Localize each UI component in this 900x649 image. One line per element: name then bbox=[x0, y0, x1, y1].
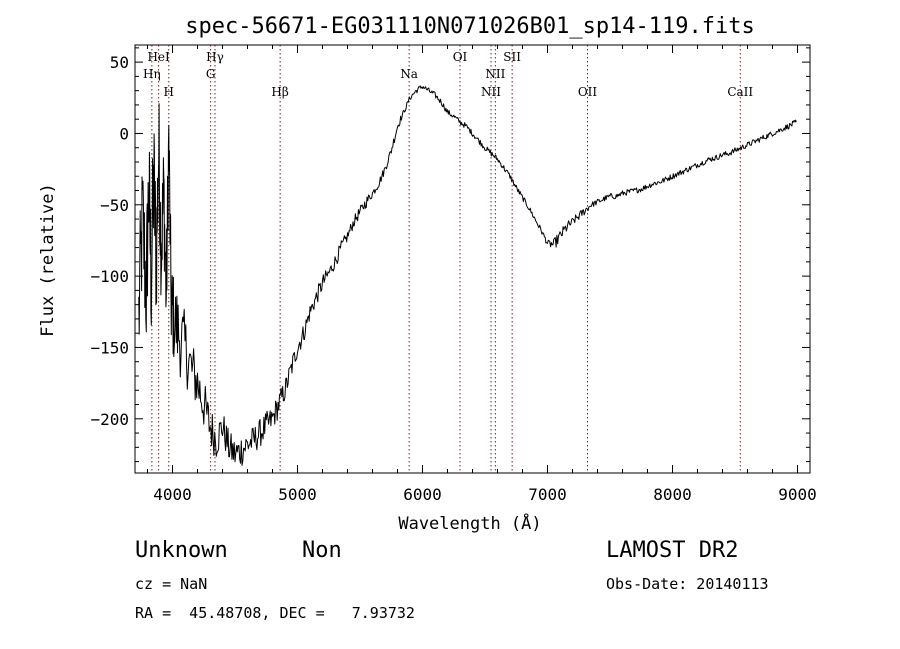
y-tick-label: −100 bbox=[90, 267, 129, 286]
observation-date: Obs-Date: 20140113 bbox=[606, 575, 769, 593]
spectral-line-label: Hγ bbox=[206, 50, 224, 64]
spectral-line-label: Hη bbox=[143, 67, 161, 81]
object-subclass: Non bbox=[302, 538, 342, 563]
spectral-line-label: OII bbox=[578, 85, 598, 99]
spectral-lines-layer: Hη HeI H Hγ G Hβ Na OI NII NII OII SII CaII bbox=[143, 45, 753, 473]
ra-dec-coordinates: RA = 45.48708, DEC = 7.93732 bbox=[135, 604, 415, 622]
y-tick-label: −150 bbox=[90, 338, 129, 357]
spectral-line-label: HeI bbox=[147, 50, 170, 64]
spectral-line-label: Na bbox=[400, 67, 418, 81]
object-class: Unknown bbox=[135, 538, 228, 563]
x-tick-label: 9000 bbox=[778, 485, 817, 504]
x-tick-label: 5000 bbox=[278, 485, 317, 504]
plot-frame bbox=[134, 44, 811, 474]
axis-ticks-layer: 4000 5000 6000 7000 8000 9000 −200 −150 −100 −50 0… bbox=[90, 45, 817, 504]
x-tick-label: 8000 bbox=[653, 485, 692, 504]
y-tick-label: −50 bbox=[100, 196, 129, 215]
y-tick-label: 0 bbox=[119, 124, 129, 143]
spectral-line-label: H bbox=[164, 85, 174, 99]
spectrum-line bbox=[138, 85, 797, 466]
x-tick-label: 6000 bbox=[403, 485, 442, 504]
x-tick-label: 4000 bbox=[153, 485, 192, 504]
y-tick-label: −200 bbox=[90, 410, 129, 429]
spectral-line-label: G bbox=[206, 67, 216, 81]
spectral-line-label: CaII bbox=[727, 85, 753, 99]
spectral-line-label: Hβ bbox=[271, 85, 288, 99]
x-axis-label: Wavelength (Å) bbox=[398, 512, 541, 534]
spectral-line-label: SII bbox=[503, 50, 521, 64]
chart-title: spec-56671-EG031110N071026B01_sp14-119.f… bbox=[185, 14, 755, 39]
y-tick-label: 50 bbox=[110, 53, 129, 72]
x-tick-label: 7000 bbox=[528, 485, 567, 504]
y-axis-label: Flux (relative) bbox=[38, 183, 58, 337]
spectral-line-label: NII bbox=[485, 67, 505, 81]
spectral-line-label: OI bbox=[453, 50, 468, 64]
spectral-line-label: NII bbox=[481, 85, 501, 99]
redshift-cz: cz = NaN bbox=[135, 575, 208, 593]
spectrum-series-layer bbox=[138, 85, 797, 466]
survey-name: LAMOST DR2 bbox=[606, 538, 739, 563]
